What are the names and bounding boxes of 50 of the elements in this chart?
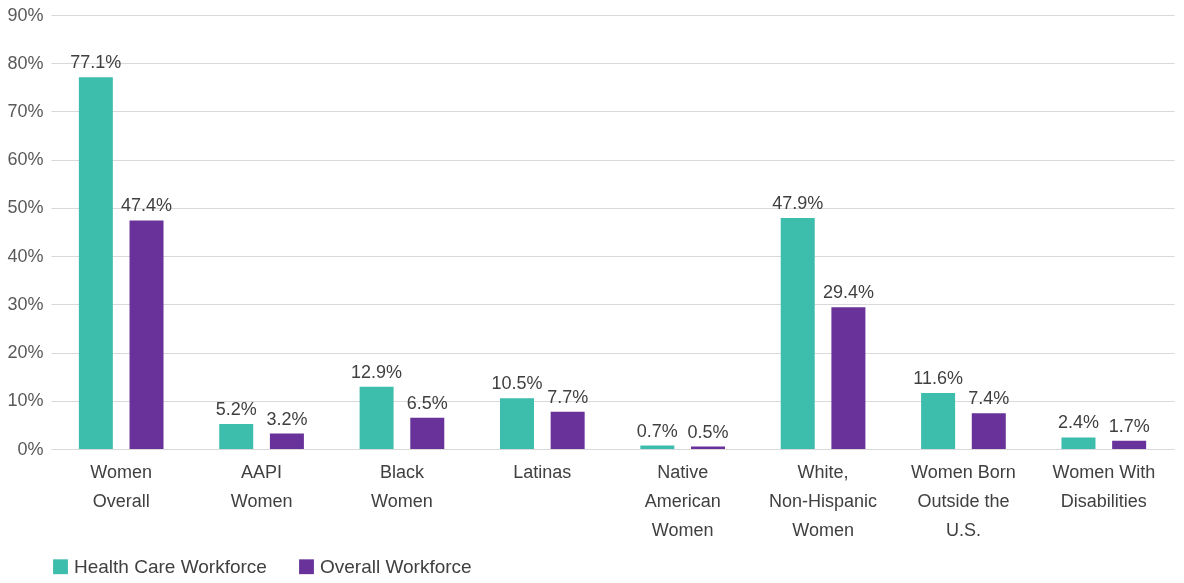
- bar: [269, 433, 304, 449]
- bar: [971, 413, 1006, 449]
- x-tick-label: Women Born Outside the U.S.: [911, 461, 1016, 540]
- y-tick-label: 30%: [7, 293, 44, 314]
- y-tick-label: 90%: [7, 4, 44, 25]
- bar: [1061, 437, 1096, 449]
- bar: [921, 393, 956, 449]
- data-label: 77.1%: [70, 52, 122, 73]
- data-label: 12.9%: [351, 361, 403, 382]
- x-tick-label: White, Non-Hispanic Women: [769, 461, 878, 540]
- x-tick-label: Black Women: [371, 461, 433, 511]
- data-label: 11.6%: [913, 368, 963, 389]
- data-label: 2.4%: [1057, 412, 1099, 433]
- data-label: 7.7%: [547, 386, 589, 407]
- y-tick-label: 40%: [7, 245, 44, 266]
- bar: [831, 307, 866, 449]
- y-tick-label: 50%: [7, 197, 44, 218]
- data-label: 7.4%: [968, 388, 1010, 409]
- x-tick-label: Native American Women: [644, 461, 721, 540]
- data-label: 3.2%: [266, 408, 308, 429]
- data-label: 0.7%: [636, 420, 678, 441]
- bar: [550, 411, 585, 449]
- x-tick-label: Women With Disabilities: [1052, 461, 1156, 511]
- bar: [219, 423, 254, 449]
- legend-label: Overall Workforce: [320, 555, 472, 577]
- bar: [78, 77, 113, 449]
- y-tick-label: 10%: [7, 390, 44, 411]
- x-tick-label: AAPI Women: [230, 461, 293, 511]
- bar: [410, 417, 445, 449]
- x-tick-label: Latinas: [513, 461, 572, 482]
- x-tick-label: Women Overall: [90, 461, 153, 511]
- data-label: 47.9%: [772, 193, 824, 214]
- bar: [359, 386, 394, 449]
- bar: [1112, 440, 1147, 449]
- y-tick-label: 60%: [7, 149, 44, 170]
- bar: [780, 218, 815, 449]
- bar: [129, 220, 164, 449]
- y-tick-label: 0%: [17, 438, 44, 459]
- data-label: 0.5%: [687, 421, 729, 442]
- y-tick-label: 80%: [7, 52, 44, 73]
- y-tick-label: 20%: [7, 342, 44, 363]
- y-tick-label: 70%: [7, 100, 44, 121]
- data-label: 47.4%: [121, 195, 173, 216]
- data-label: 6.5%: [406, 392, 448, 413]
- data-label: 10.5%: [491, 373, 543, 394]
- data-label: 1.7%: [1108, 415, 1150, 436]
- data-label: 29.4%: [822, 282, 874, 303]
- bar: [499, 398, 534, 449]
- data-label: 5.2%: [215, 398, 257, 419]
- legend-label: Health Care Workforce: [74, 555, 267, 577]
